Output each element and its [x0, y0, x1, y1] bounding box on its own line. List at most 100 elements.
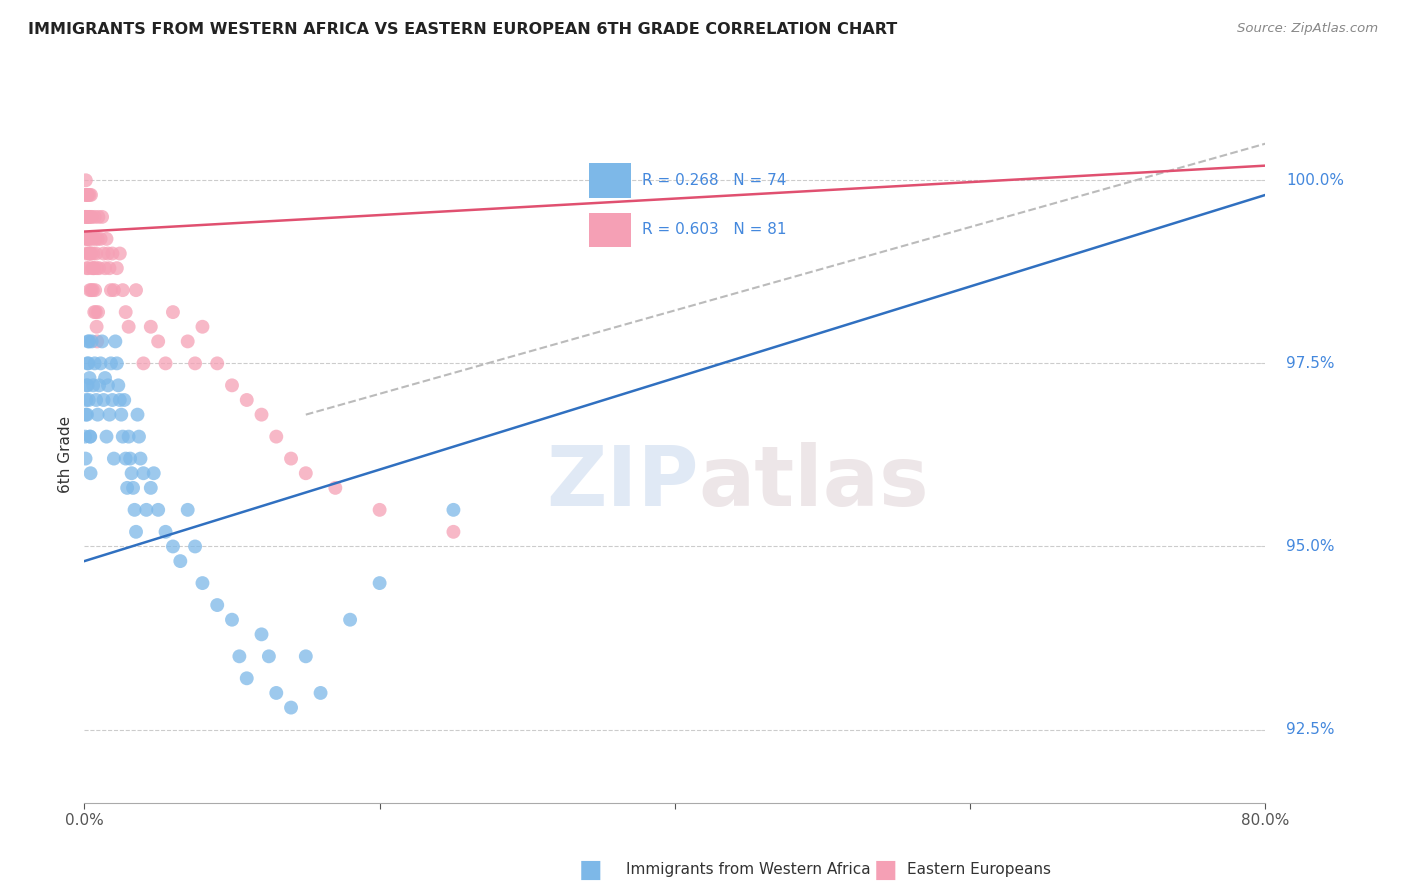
Point — [76, 210, 98, 224]
Point — [108, 246, 131, 260]
Point — [264, 429, 288, 443]
Point — [295, 649, 318, 664]
Point — [280, 451, 302, 466]
Text: Eastern Europeans: Eastern Europeans — [907, 863, 1050, 877]
Point — [79, 371, 101, 385]
Point — [103, 283, 125, 297]
Point — [280, 700, 302, 714]
Point — [75, 210, 97, 224]
Point — [221, 613, 243, 627]
Point — [83, 261, 105, 276]
Point — [84, 283, 107, 297]
Point — [91, 210, 114, 224]
Point — [339, 613, 361, 627]
Point — [235, 671, 259, 685]
Point — [87, 210, 110, 224]
Point — [112, 392, 135, 407]
Point — [105, 356, 128, 370]
Point — [75, 451, 97, 466]
Point — [368, 503, 391, 517]
Point — [205, 356, 228, 370]
Point — [76, 378, 98, 392]
Point — [184, 540, 207, 554]
Point — [75, 188, 97, 202]
Point — [98, 261, 121, 276]
Point — [162, 540, 184, 554]
Point — [76, 356, 98, 370]
Point — [177, 334, 200, 349]
Point — [250, 627, 273, 641]
Point — [139, 481, 162, 495]
Point — [250, 408, 273, 422]
Point — [79, 246, 101, 260]
Point — [77, 232, 100, 246]
Point — [101, 392, 124, 407]
Point — [84, 305, 107, 319]
Point — [155, 356, 177, 370]
Point — [124, 503, 146, 517]
Point — [76, 210, 98, 224]
Point — [84, 246, 107, 260]
Point — [96, 232, 118, 246]
Point — [79, 210, 101, 224]
Point — [114, 305, 136, 319]
Point — [121, 467, 143, 481]
Point — [75, 188, 97, 202]
Point — [79, 429, 101, 443]
Point — [93, 392, 115, 407]
Point — [129, 451, 152, 466]
Point — [142, 467, 165, 481]
Text: ZIP: ZIP — [546, 442, 699, 524]
Point — [83, 356, 105, 370]
Point — [86, 232, 108, 246]
Text: atlas: atlas — [699, 442, 929, 524]
Point — [120, 451, 142, 466]
Point — [177, 503, 200, 517]
Point — [82, 232, 104, 246]
Point — [75, 392, 97, 407]
Point — [83, 305, 105, 319]
Point — [94, 371, 117, 385]
Point — [148, 503, 170, 517]
Point — [79, 283, 101, 297]
Point — [148, 334, 170, 349]
Point — [101, 246, 124, 260]
Point — [86, 334, 108, 349]
Point — [118, 319, 141, 334]
Point — [77, 246, 100, 260]
Point — [323, 481, 347, 495]
Point — [75, 429, 97, 443]
Point — [77, 246, 100, 260]
Point — [86, 319, 108, 334]
Text: IMMIGRANTS FROM WESTERN AFRICA VS EASTERN EUROPEAN 6TH GRADE CORRELATION CHART: IMMIGRANTS FROM WESTERN AFRICA VS EASTER… — [28, 22, 897, 37]
Point — [128, 429, 150, 443]
Point — [77, 334, 100, 349]
Point — [91, 334, 114, 349]
Point — [97, 378, 120, 392]
Point — [79, 188, 101, 202]
Point — [191, 319, 214, 334]
Point — [108, 392, 131, 407]
Point — [87, 305, 110, 319]
Point — [122, 481, 145, 495]
Point — [76, 232, 98, 246]
Point — [84, 232, 107, 246]
Point — [75, 210, 97, 224]
Point — [96, 429, 118, 443]
Point — [80, 246, 103, 260]
Point — [155, 524, 177, 539]
Point — [79, 467, 101, 481]
Point — [87, 378, 111, 392]
Point — [105, 261, 128, 276]
Point — [75, 232, 97, 246]
Point — [82, 246, 104, 260]
Point — [221, 378, 243, 392]
Point — [235, 392, 259, 407]
Point — [84, 392, 107, 407]
Point — [184, 356, 207, 370]
Point — [75, 173, 97, 187]
Text: 97.5%: 97.5% — [1286, 356, 1334, 371]
Point — [118, 429, 141, 443]
Y-axis label: 6th Grade: 6th Grade — [58, 417, 73, 493]
Text: 92.5%: 92.5% — [1286, 722, 1334, 737]
